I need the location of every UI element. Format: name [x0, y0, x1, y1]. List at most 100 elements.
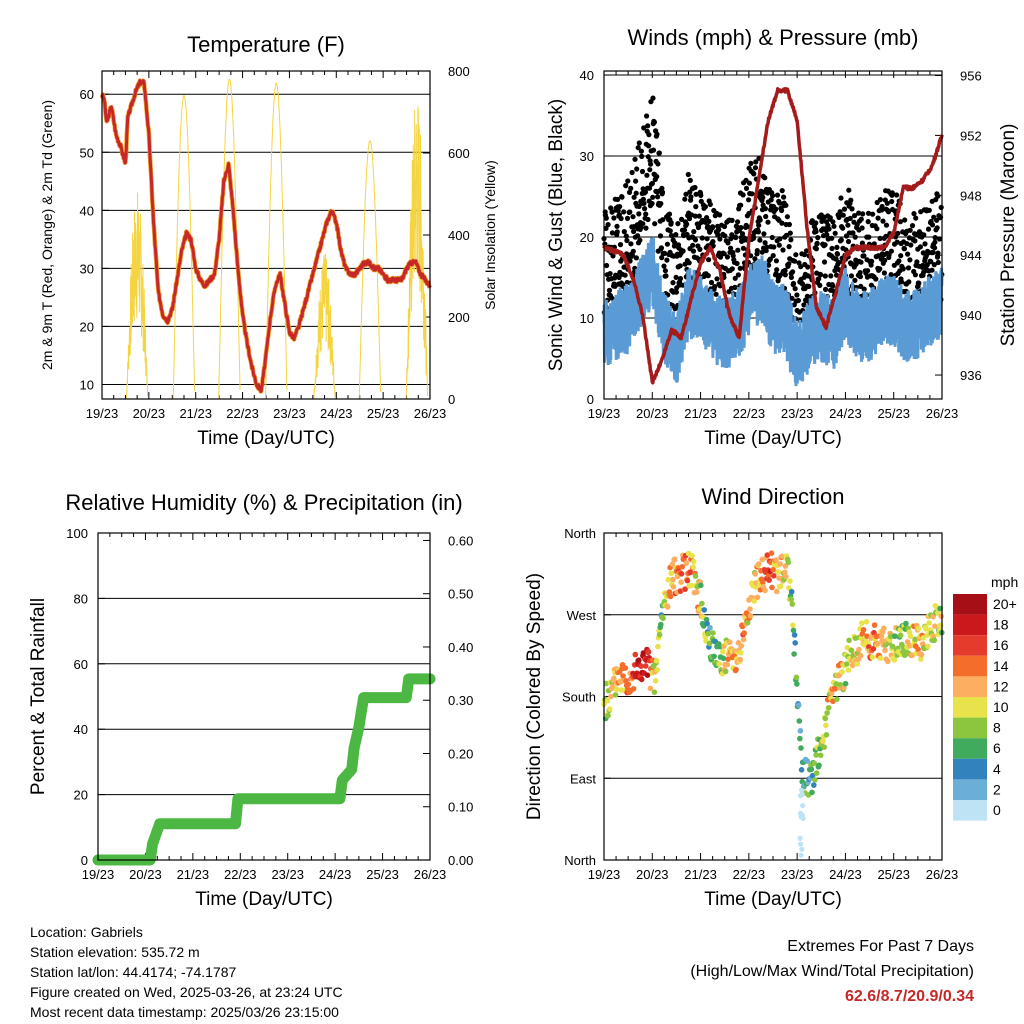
direction-point — [645, 649, 652, 655]
direction-point — [874, 640, 881, 647]
direction-point — [892, 633, 898, 639]
direction-point — [788, 588, 795, 595]
gust-point — [857, 270, 863, 276]
direction-point — [754, 594, 761, 601]
gust-point — [894, 239, 900, 245]
gust-point — [822, 242, 828, 248]
gust-point — [667, 228, 673, 234]
gust-point — [681, 227, 688, 233]
direction-point — [859, 631, 866, 637]
legend-swatch — [953, 676, 987, 697]
y-axis-label: Direction (Colored By Speed) — [524, 573, 545, 820]
gust-point — [649, 180, 656, 186]
gust-point — [762, 206, 769, 212]
gust-point — [645, 123, 651, 129]
gust-point — [906, 279, 912, 285]
gust-point — [682, 196, 688, 202]
gust-point — [732, 275, 738, 281]
gust-point — [883, 222, 890, 228]
chart-title: Temperature (F) — [187, 32, 345, 57]
direction-point — [790, 627, 797, 634]
gust-point — [630, 214, 636, 220]
direction-point — [724, 661, 731, 668]
gust-point — [621, 209, 627, 215]
direction-point — [737, 656, 743, 663]
legend-label: 4 — [993, 761, 1001, 777]
gust-point — [654, 131, 660, 137]
direction-point — [751, 598, 757, 604]
direction-point — [653, 657, 660, 664]
direction-point — [863, 619, 870, 625]
direction-point — [612, 692, 619, 698]
gust-point — [852, 234, 858, 240]
gust-point — [637, 237, 643, 243]
direction-point — [777, 583, 784, 589]
direction-point — [797, 810, 804, 816]
direction-point — [907, 633, 914, 639]
gust-point — [774, 267, 780, 273]
direction-point — [711, 653, 717, 660]
y-tick-label: 20 — [74, 788, 88, 803]
gust-point — [905, 265, 912, 271]
x-axis-label: Time (Day/UTC) — [704, 428, 842, 449]
direction-point — [669, 561, 676, 568]
gust-point — [712, 284, 718, 290]
gust-point — [773, 206, 779, 212]
direction-point — [689, 552, 695, 559]
gust-point — [752, 256, 758, 262]
direction-point — [647, 685, 654, 692]
gust-point — [633, 190, 639, 196]
gust-point — [638, 148, 645, 154]
direction-point — [688, 582, 695, 589]
direction-point — [792, 640, 798, 646]
gust-point — [813, 228, 819, 235]
gust-point — [646, 185, 653, 191]
gust-point — [746, 180, 753, 186]
gust-point — [631, 228, 637, 235]
gust-point — [900, 266, 906, 272]
gust-point — [780, 247, 786, 253]
gust-point — [865, 219, 871, 225]
direction-point — [691, 558, 697, 565]
gust-point — [935, 250, 941, 256]
gust-point — [655, 194, 661, 200]
gust-point — [827, 215, 833, 221]
gust-point — [607, 271, 613, 277]
gust-point — [684, 221, 690, 227]
direction-point — [726, 639, 733, 645]
gust-point — [663, 273, 669, 279]
x-tick-label: 20/23 — [129, 867, 162, 882]
gust-point — [832, 230, 838, 236]
gust-point — [710, 224, 716, 230]
direction-point — [798, 767, 805, 773]
gust-point — [617, 242, 624, 248]
location-text: Location: Gabriels — [30, 924, 143, 940]
gust-point — [697, 246, 703, 252]
gust-point — [814, 240, 820, 246]
gust-point — [688, 194, 694, 200]
y2-tick-label: 0.10 — [448, 800, 473, 815]
direction-point — [664, 604, 671, 610]
gust-point — [609, 295, 615, 301]
direction-point — [823, 732, 830, 738]
x-tick-label: 22/23 — [226, 406, 259, 421]
solar-insolation-line — [265, 82, 288, 400]
gust-point — [885, 209, 892, 215]
gust-point — [813, 220, 819, 226]
y-tick-label: 0 — [587, 392, 594, 407]
gust-point — [911, 211, 917, 217]
direction-point — [903, 620, 909, 627]
gust-point — [648, 161, 654, 167]
direction-point — [684, 577, 691, 584]
direction-point — [737, 649, 744, 656]
direction-point — [696, 606, 703, 612]
direction-point — [799, 791, 805, 798]
direction-point — [779, 553, 785, 560]
legend-swatch — [953, 758, 987, 780]
gust-point — [743, 185, 750, 191]
gust-point — [829, 235, 835, 241]
gust-point — [786, 261, 792, 267]
y2-tick-label: 0 — [448, 392, 455, 407]
x-tick-label: 19/23 — [588, 867, 621, 882]
gust-point — [752, 165, 759, 171]
